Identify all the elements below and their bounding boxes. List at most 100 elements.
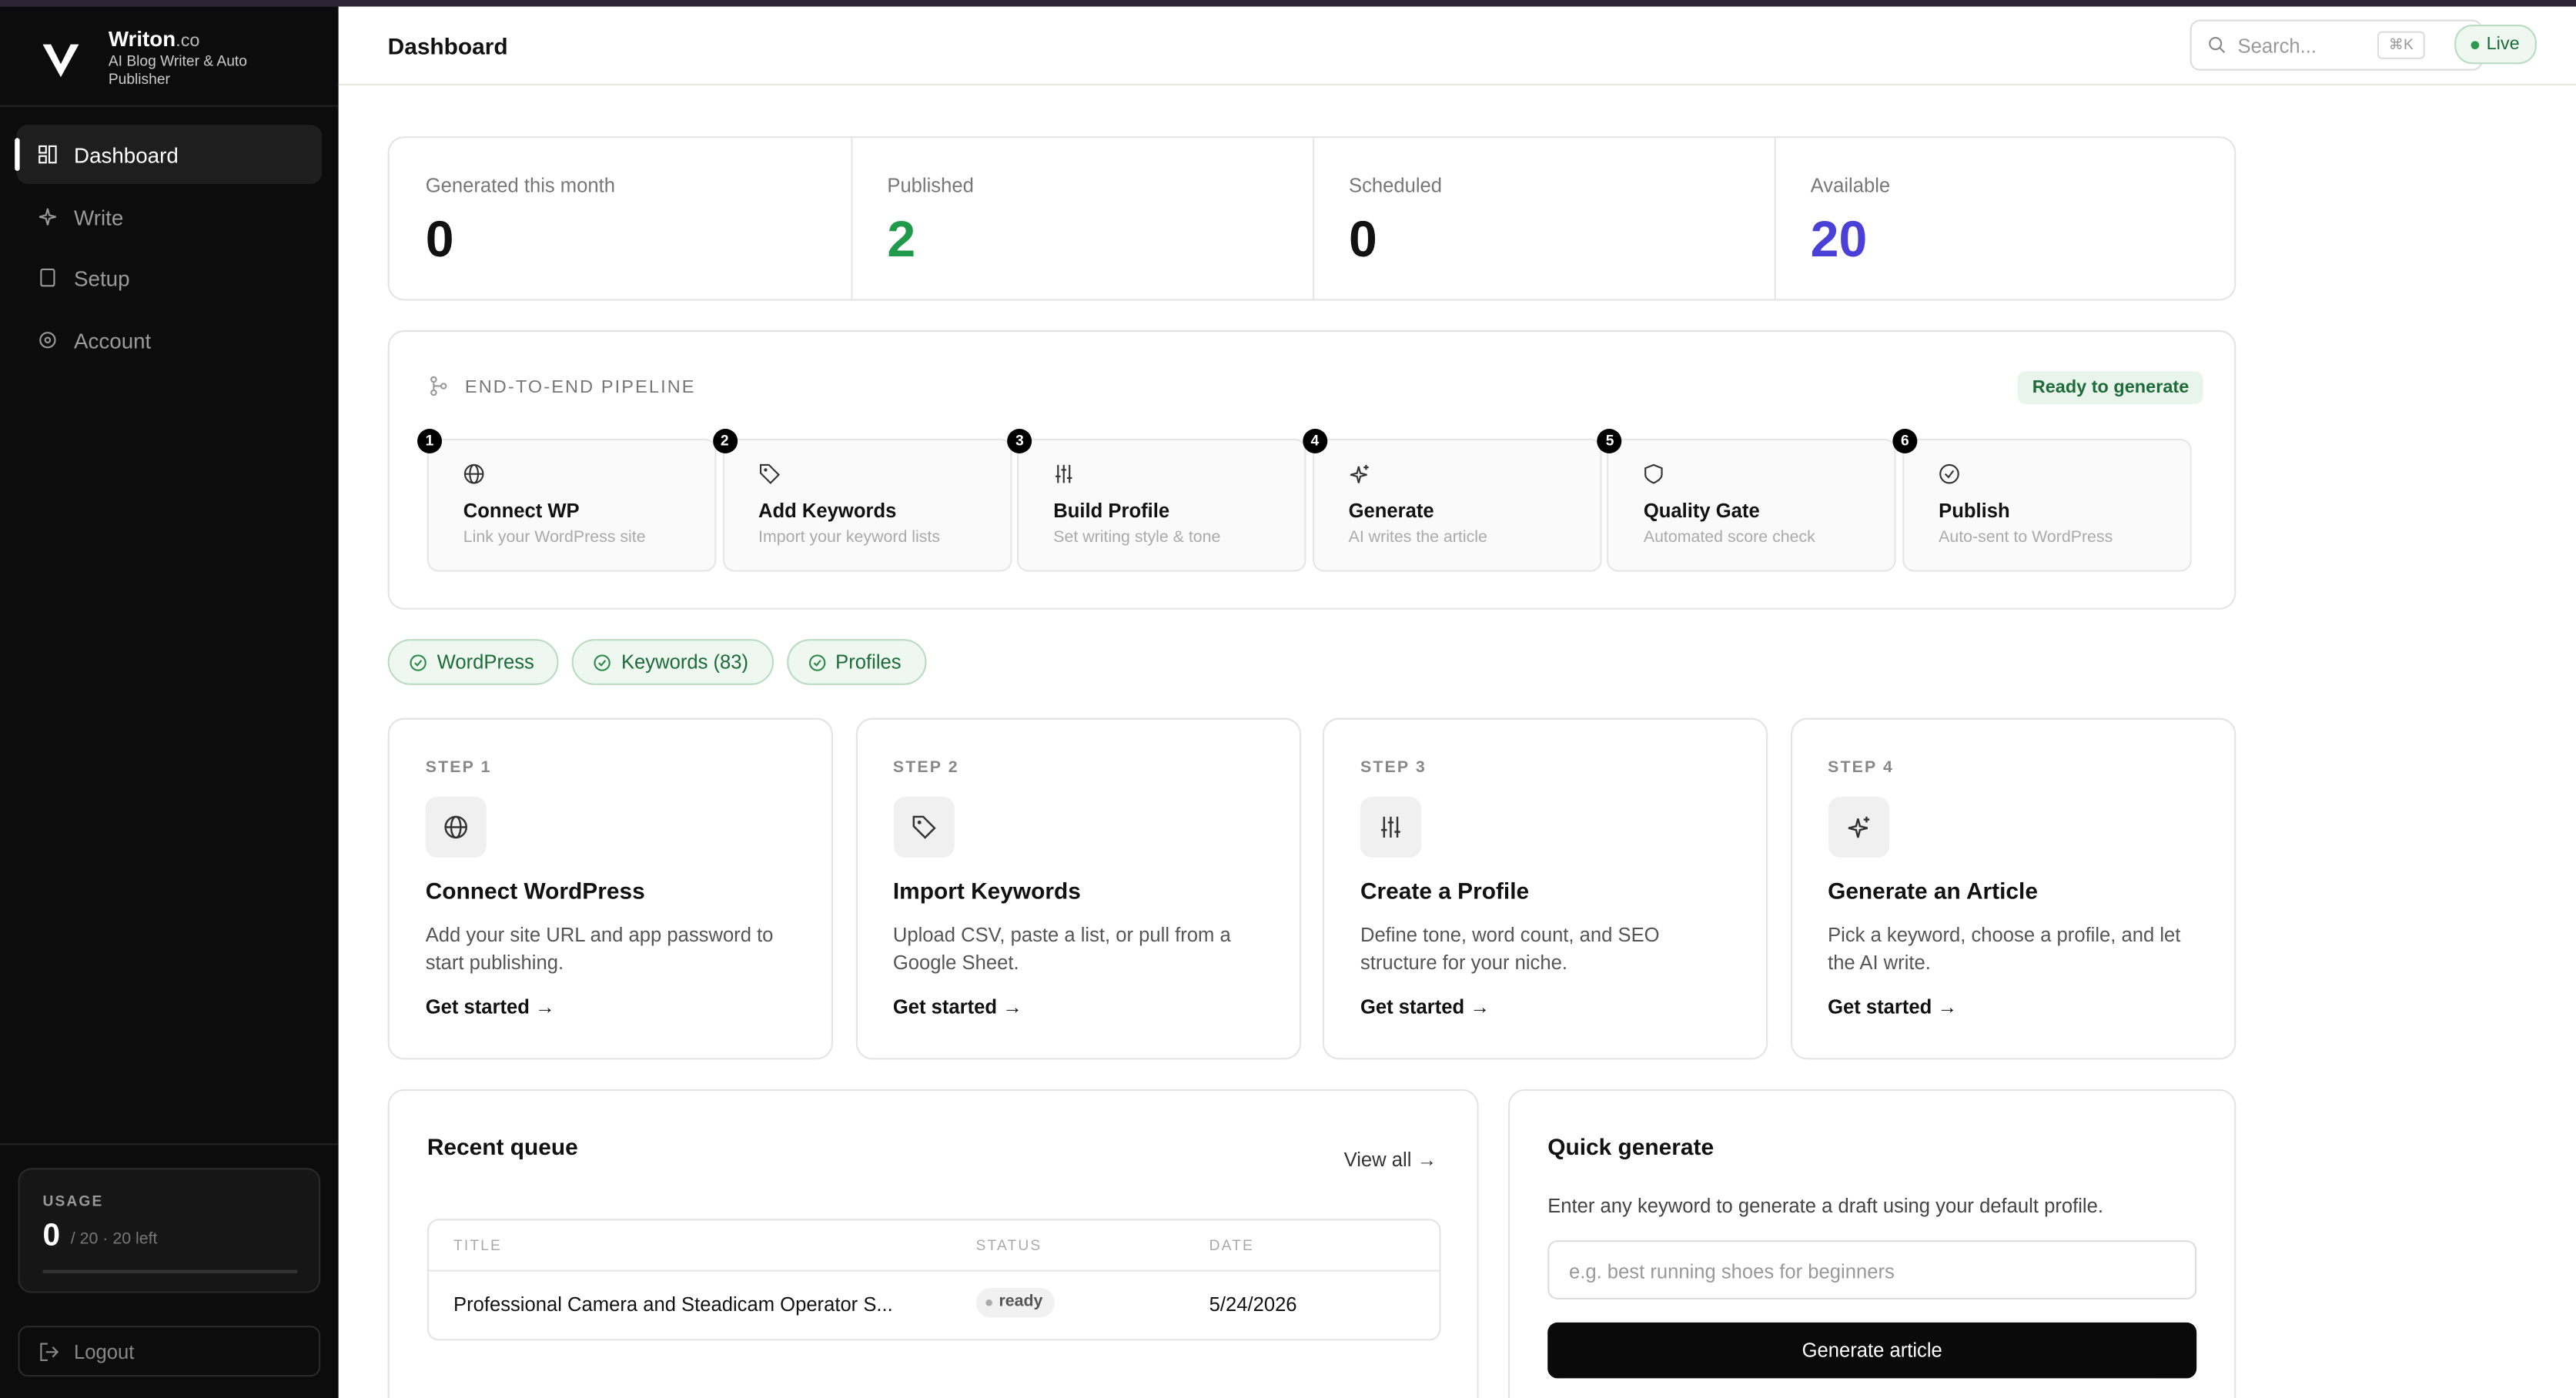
stat-label: Scheduled (1349, 174, 1443, 198)
keyword-input[interactable]: e.g. best running shoes for beginners (1547, 1240, 2197, 1299)
icon (410, 654, 427, 671)
usage-limit: / 20 (70, 1230, 99, 1249)
view-all-link[interactable]: View all → (1343, 1148, 1437, 1172)
brand-name: Writon (108, 26, 176, 52)
shape (430, 376, 437, 383)
nav-label: Dashboard (74, 142, 179, 167)
shape (414, 659, 423, 666)
shape (48, 145, 57, 164)
step-label: STEP 4 (1828, 758, 1895, 778)
shape (912, 815, 935, 839)
step-card[interactable]: STEP 3 Create a Profile Define tone, word … (1322, 717, 1768, 1060)
nav-item[interactable]: Setup (16, 248, 322, 307)
shape (1862, 816, 1869, 823)
shape (763, 468, 767, 472)
step-title: Quality Gate (1643, 499, 1760, 523)
quick-card: Quick generate Enter any keyword to gene… (1508, 1089, 2236, 1398)
icon (40, 268, 55, 287)
shape (1055, 469, 1072, 480)
step-number: 3 (1007, 428, 1032, 453)
sidebar: Writon.co AI Blog Writer & Auto Publishe… (0, 6, 339, 1398)
step-title: Generate an Article (1828, 877, 2038, 904)
step-icon (425, 796, 487, 858)
search-box[interactable]: Search... ⌘K (2190, 19, 2483, 71)
column-header: TITLE (453, 1236, 502, 1254)
column-header: STATUS (975, 1236, 1042, 1254)
shape (2209, 37, 2223, 51)
top-bar (0, 0, 2576, 7)
shape (38, 208, 56, 226)
shape (759, 463, 780, 484)
usage-used: 0 (42, 1219, 61, 1254)
ready-badge: Ready to generate (2017, 371, 2204, 404)
input-placeholder: e.g. best running shoes for beginners (1568, 1259, 1895, 1283)
step-number: 5 (1597, 428, 1623, 453)
column-header: DATE (1209, 1236, 1254, 1254)
step-title: Generate (1348, 499, 1434, 523)
step-card[interactable]: STEP 1 Connect WordPress Add your site URL… (387, 717, 833, 1060)
status-chip[interactable]: Keywords (83) (571, 639, 774, 685)
step-number: 6 (1892, 428, 1918, 453)
generate-button[interactable]: Generate article (1547, 1322, 2197, 1379)
divider (0, 1143, 339, 1145)
shape (430, 389, 437, 396)
stat-value: 20 (1810, 210, 1868, 268)
quick-description: Enter any keyword to generate a draft us… (1547, 1194, 2103, 1218)
shape (38, 155, 47, 164)
divider (0, 105, 339, 107)
shape (808, 654, 825, 671)
icon (463, 463, 484, 484)
icon (1644, 463, 1664, 484)
stat-label: Published (887, 174, 974, 198)
step-icon (1360, 796, 1421, 858)
pipeline-step: 3 Build Profile Set writing style & tone (1007, 428, 1306, 572)
icon (38, 145, 57, 164)
shape (42, 44, 79, 78)
quick-title: Quick generate (1547, 1133, 1715, 1160)
shape (1944, 470, 1955, 479)
icon (808, 654, 825, 671)
step-title: Add Keywords (758, 499, 897, 523)
pipeline-title: END-TO-END PIPELINE (464, 377, 696, 398)
brand-suffix: .co (176, 31, 200, 52)
icon (759, 463, 780, 484)
step-title: Connect WP (463, 499, 580, 523)
status-badge: Live (2454, 25, 2537, 65)
pipeline-step: 4 Generate AI writes the article (1302, 428, 1602, 572)
get-started-link[interactable]: Get started → (425, 995, 555, 1019)
step-description: Add your site URL and app password to st… (425, 923, 774, 975)
nav-item[interactable]: Account (16, 310, 322, 370)
queue-title-cell[interactable]: Professional Camera and Steadicam Operat… (453, 1293, 893, 1316)
logout-button[interactable]: Logout (18, 1326, 321, 1377)
brand: Writon.co (109, 26, 200, 51)
step-subtitle: AI writes the article (1348, 529, 1487, 547)
step-card[interactable]: STEP 2 Import Keywords Upload CSV, paste a… (855, 717, 1301, 1060)
shape (1381, 821, 1400, 833)
nav-item[interactable]: Dashboard (16, 125, 323, 185)
status-dot (985, 1299, 992, 1306)
pipeline-step: 2 Add Keywords Import your keyword lists (712, 428, 1012, 572)
nav-item[interactable]: Write (16, 187, 322, 246)
shape (38, 145, 47, 154)
status-chip[interactable]: Profiles (786, 639, 926, 685)
icon (1381, 816, 1400, 838)
icon (39, 332, 56, 349)
shape (598, 659, 607, 666)
header: Dashboard Search... ⌘K Live (338, 7, 2576, 85)
shape (40, 1342, 59, 1360)
shape (39, 332, 56, 349)
get-started-link[interactable]: Get started → (1360, 995, 1490, 1019)
get-started-link[interactable]: Get started → (892, 995, 1022, 1019)
step-subtitle: Link your WordPress site (463, 529, 646, 547)
status-chip[interactable]: WordPress (387, 639, 559, 685)
shape (1847, 818, 1867, 838)
step-label: STEP 3 (1360, 758, 1427, 778)
icon (430, 376, 447, 396)
step-number: 1 (417, 428, 443, 453)
icon (2209, 37, 2226, 54)
get-started-link[interactable]: Get started → (1828, 995, 1957, 1019)
step-card[interactable]: STEP 4 Generate an Article Pick a keyword,… (1789, 717, 2236, 1060)
usage-card: USAGE 0 / 20 · 20 left (18, 1168, 321, 1293)
